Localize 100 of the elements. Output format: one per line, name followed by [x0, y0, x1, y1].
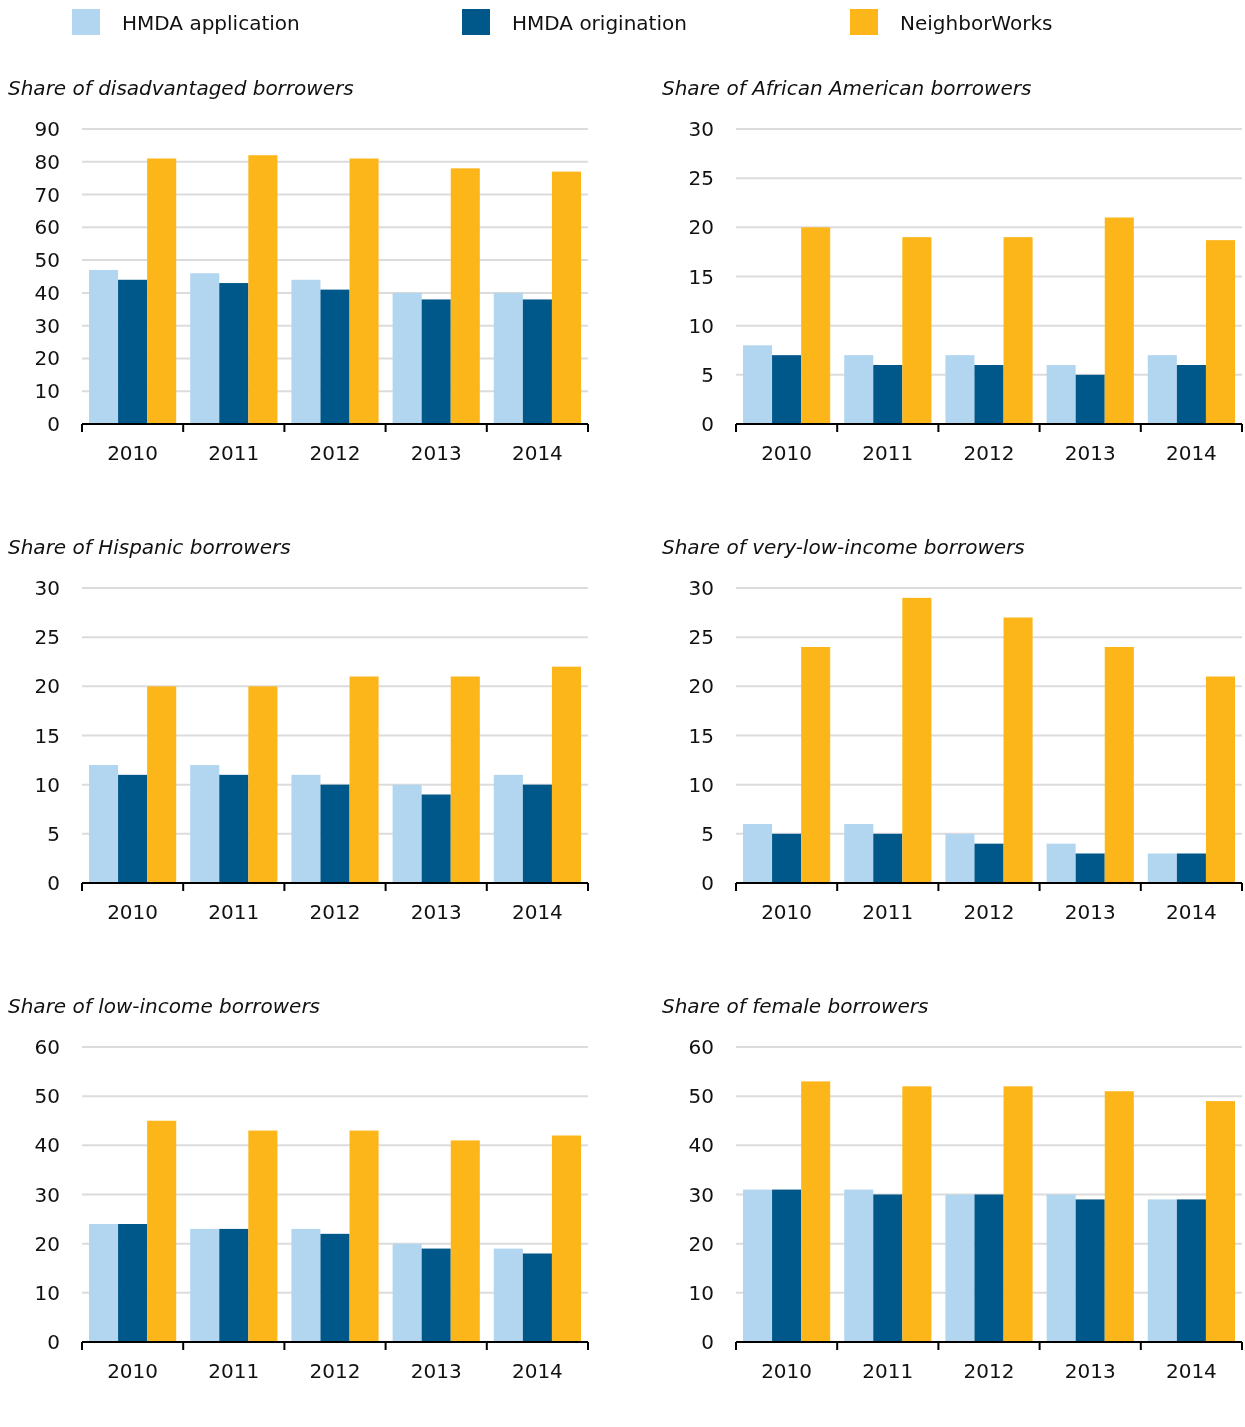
y-tick-label: 30	[688, 1182, 714, 1207]
bar	[248, 686, 278, 883]
bar	[147, 158, 177, 424]
y-tick-label: 10	[688, 772, 714, 797]
bar	[219, 1228, 249, 1342]
bar	[89, 765, 119, 883]
y-tick-label: 5	[47, 821, 60, 846]
bar	[902, 237, 932, 424]
y-tick-label: 20	[34, 346, 60, 371]
bar	[1104, 1091, 1134, 1342]
y-tick-label: 20	[688, 1231, 714, 1256]
bar	[493, 774, 523, 883]
bar	[1075, 374, 1105, 424]
y-tick-label: 15	[688, 264, 714, 289]
bar	[1104, 647, 1134, 883]
bar	[801, 647, 831, 883]
bar	[873, 1194, 903, 1342]
bar	[974, 365, 1004, 424]
bar	[1176, 365, 1206, 424]
x-tick-label: 2010	[107, 1359, 159, 1383]
bar	[190, 1228, 220, 1342]
bar	[421, 794, 451, 883]
y-tick-label: 30	[34, 313, 60, 338]
bar	[1147, 853, 1177, 883]
bar	[1003, 1086, 1033, 1342]
bar	[320, 289, 350, 424]
bar	[392, 1243, 422, 1342]
y-tick-label: 5	[701, 821, 714, 846]
bar	[551, 1135, 581, 1342]
y-tick-label: 40	[34, 280, 60, 305]
y-tick-label: 50	[688, 1084, 714, 1109]
chart-title: Share of disadvantaged borrowers	[8, 76, 354, 100]
bar	[1205, 676, 1235, 883]
x-tick-label: 2013	[1064, 1359, 1116, 1383]
bar	[219, 283, 249, 424]
x-tick-label: 2013	[1064, 441, 1116, 465]
y-tick-label: 20	[688, 674, 714, 699]
bar	[1147, 1199, 1177, 1342]
bar	[945, 355, 975, 424]
bar	[349, 1130, 379, 1342]
y-tick-label: 30	[34, 1182, 60, 1207]
bar	[118, 279, 148, 424]
bar	[551, 666, 581, 883]
y-tick-label: 60	[34, 1035, 60, 1059]
bar	[190, 273, 220, 424]
bar	[743, 345, 773, 424]
y-tick-label: 5	[701, 362, 714, 387]
bar	[743, 1189, 773, 1342]
bar	[1176, 1199, 1206, 1342]
x-tick-label: 2012	[963, 441, 1015, 465]
y-tick-label: 50	[34, 248, 60, 273]
bar	[118, 1224, 148, 1342]
bar	[1046, 365, 1076, 424]
y-tick-label: 0	[701, 1330, 714, 1354]
bar	[1176, 853, 1206, 883]
bar	[522, 299, 552, 424]
bar	[974, 1194, 1004, 1342]
y-tick-label: 10	[34, 772, 60, 797]
bar	[147, 686, 177, 883]
bar	[801, 227, 831, 424]
legend-label: HMDA origination	[512, 11, 687, 35]
bar	[1104, 217, 1134, 424]
bar	[522, 1253, 552, 1342]
bar	[421, 1248, 451, 1342]
y-tick-label: 90	[34, 117, 60, 141]
bar	[89, 269, 119, 424]
x-tick-label: 2014	[1165, 1359, 1217, 1383]
chart-title: Share of Hispanic borrowers	[8, 535, 291, 559]
y-tick-label: 25	[34, 625, 60, 650]
y-tick-label: 60	[688, 1035, 714, 1059]
bar	[974, 843, 1004, 883]
bar	[291, 1228, 321, 1342]
x-tick-label: 2014	[511, 900, 563, 924]
x-tick-label: 2010	[761, 1359, 813, 1383]
y-tick-label: 20	[34, 1231, 60, 1256]
bar	[772, 355, 802, 424]
chart-title: Share of female borrowers	[662, 994, 929, 1018]
bar	[873, 833, 903, 883]
y-tick-label: 0	[47, 871, 60, 895]
x-tick-label: 2012	[309, 900, 361, 924]
bar	[772, 833, 802, 883]
bar	[844, 355, 874, 424]
y-tick-label: 50	[34, 1084, 60, 1109]
chart-title: Share of low-income borrowers	[8, 994, 321, 1018]
bar	[493, 292, 523, 424]
y-tick-label: 30	[688, 576, 714, 600]
x-tick-label: 2011	[862, 900, 914, 924]
bar	[801, 1081, 831, 1342]
x-tick-label: 2010	[107, 441, 159, 465]
bar	[392, 784, 422, 883]
x-tick-label: 2013	[410, 900, 462, 924]
bar	[902, 1086, 932, 1342]
bar	[118, 774, 148, 883]
bar	[1003, 617, 1033, 883]
bar	[450, 168, 480, 424]
bar	[522, 784, 552, 883]
y-tick-label: 20	[34, 674, 60, 699]
x-tick-label: 2013	[410, 441, 462, 465]
y-tick-label: 60	[34, 215, 60, 240]
chart-title: Share of very-low-income borrowers	[662, 535, 1025, 559]
